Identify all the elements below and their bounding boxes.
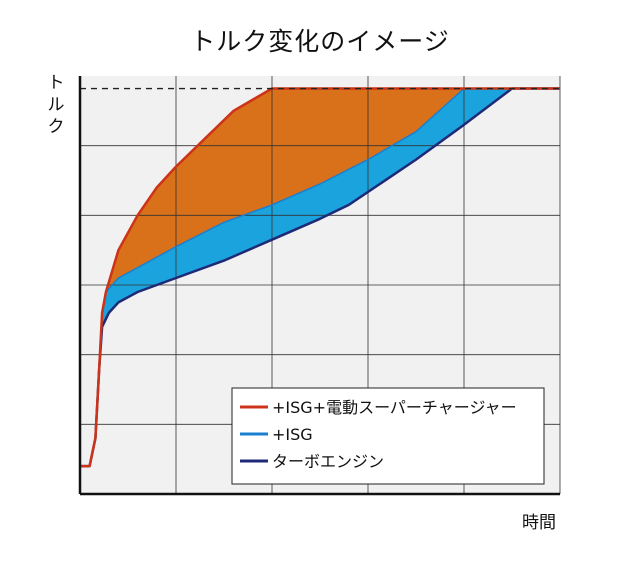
- legend-box: [231, 387, 545, 485]
- x-axis-label: 時間: [522, 513, 556, 533]
- legend-label-isg: +ISG: [272, 425, 313, 444]
- band-isg-supercharger: [80, 88, 560, 467]
- chart-title: トルク変化のイメージ: [190, 27, 450, 56]
- y-axis-label: トルク: [47, 73, 65, 137]
- legend: +ISG+電動スーパーチャージャー +ISG ターボエンジン: [231, 387, 545, 485]
- grid-lines: [80, 76, 561, 494]
- legend-label-isg-supercharger: +ISG+電動スーパーチャージャー: [272, 398, 517, 417]
- legend-label-turbo: ターボエンジン: [272, 452, 384, 471]
